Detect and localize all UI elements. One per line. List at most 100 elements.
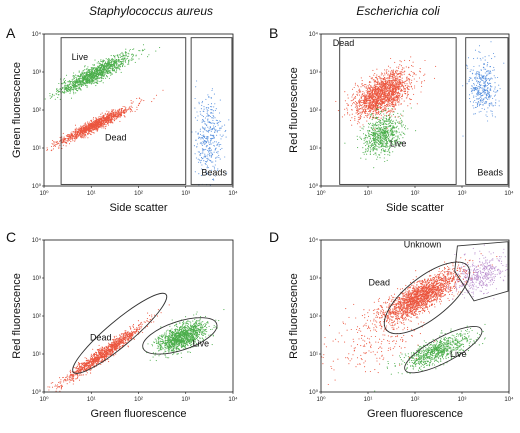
data-point <box>382 75 385 77</box>
data-point <box>98 65 100 67</box>
data-point <box>218 154 220 156</box>
data-point <box>88 70 90 72</box>
data-point <box>59 98 61 100</box>
data-point <box>367 108 369 110</box>
data-point <box>369 105 371 107</box>
data-point <box>366 142 368 144</box>
data-point <box>378 96 380 98</box>
data-point <box>73 93 75 95</box>
data-point <box>106 72 108 74</box>
data-point <box>204 117 206 119</box>
data-point <box>113 55 115 57</box>
data-point <box>356 103 358 105</box>
data-point <box>352 93 355 95</box>
data-point <box>101 60 103 63</box>
data-point <box>106 66 109 68</box>
data-point <box>384 108 386 110</box>
data-point <box>129 109 131 111</box>
data-point <box>399 100 401 102</box>
data-point <box>378 97 380 99</box>
data-point <box>374 108 376 110</box>
data-point <box>98 118 100 121</box>
data-point <box>385 110 387 112</box>
data-point <box>368 106 370 108</box>
data-point <box>106 115 108 117</box>
data-point <box>373 108 375 110</box>
data-point <box>212 136 214 138</box>
data-point <box>369 81 371 83</box>
data-point <box>346 107 348 109</box>
data-point <box>95 85 97 87</box>
data-point <box>394 92 397 94</box>
data-point <box>421 85 423 87</box>
data-point <box>122 64 124 66</box>
data-point <box>392 109 394 111</box>
data-point <box>347 94 349 96</box>
data-point <box>131 54 133 56</box>
data-point <box>370 89 372 91</box>
data-point <box>365 111 367 113</box>
data-point <box>106 64 108 66</box>
data-point <box>423 80 425 82</box>
data-point <box>409 103 411 105</box>
data-point <box>76 132 79 134</box>
data-point <box>93 64 96 66</box>
data-point <box>103 76 105 78</box>
data-point <box>225 136 227 138</box>
data-point <box>366 115 368 117</box>
data-point <box>400 82 402 84</box>
data-point <box>381 144 383 146</box>
data-point <box>381 82 383 84</box>
data-point <box>395 82 397 84</box>
data-point <box>49 95 51 97</box>
data-point <box>84 66 86 68</box>
data-point <box>384 105 386 107</box>
data-point <box>337 110 339 112</box>
data-point <box>359 88 361 90</box>
data-point <box>357 92 359 94</box>
data-point <box>80 82 82 84</box>
data-point <box>388 78 391 80</box>
data-point <box>113 114 115 116</box>
data-point <box>57 96 59 99</box>
data-point <box>202 141 204 143</box>
data-point <box>100 80 102 82</box>
data-point <box>117 56 119 58</box>
data-point <box>107 60 109 62</box>
data-point <box>55 144 57 146</box>
data-point <box>101 78 103 80</box>
data-point <box>87 125 89 128</box>
data-point <box>119 64 121 66</box>
data-point <box>213 125 215 127</box>
data-point <box>209 159 211 161</box>
data-point <box>89 123 91 126</box>
data-point <box>119 112 121 115</box>
data-point <box>400 65 402 67</box>
data-point <box>114 118 116 120</box>
data-point <box>344 114 346 116</box>
data-point <box>406 85 409 87</box>
data-point <box>385 70 387 72</box>
data-point <box>214 128 216 130</box>
data-point <box>86 71 88 73</box>
data-point <box>366 153 368 155</box>
data-point <box>125 107 127 109</box>
data-point <box>388 94 390 96</box>
data-point <box>351 117 353 119</box>
data-point <box>195 139 197 142</box>
data-point <box>71 132 73 135</box>
data-point <box>218 120 220 122</box>
data-point <box>127 60 130 62</box>
data-point <box>401 94 403 97</box>
data-point <box>105 125 107 127</box>
data-point <box>191 131 193 133</box>
data-point <box>377 83 379 85</box>
data-point <box>130 59 132 61</box>
data-point <box>123 61 125 63</box>
data-point <box>369 93 371 95</box>
data-point <box>104 114 106 116</box>
data-point <box>118 114 120 116</box>
data-point <box>415 74 417 76</box>
data-point <box>128 55 130 57</box>
data-point <box>361 108 364 110</box>
